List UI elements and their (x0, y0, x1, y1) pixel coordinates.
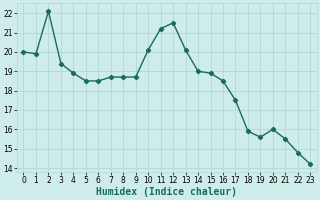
X-axis label: Humidex (Indice chaleur): Humidex (Indice chaleur) (96, 186, 237, 197)
